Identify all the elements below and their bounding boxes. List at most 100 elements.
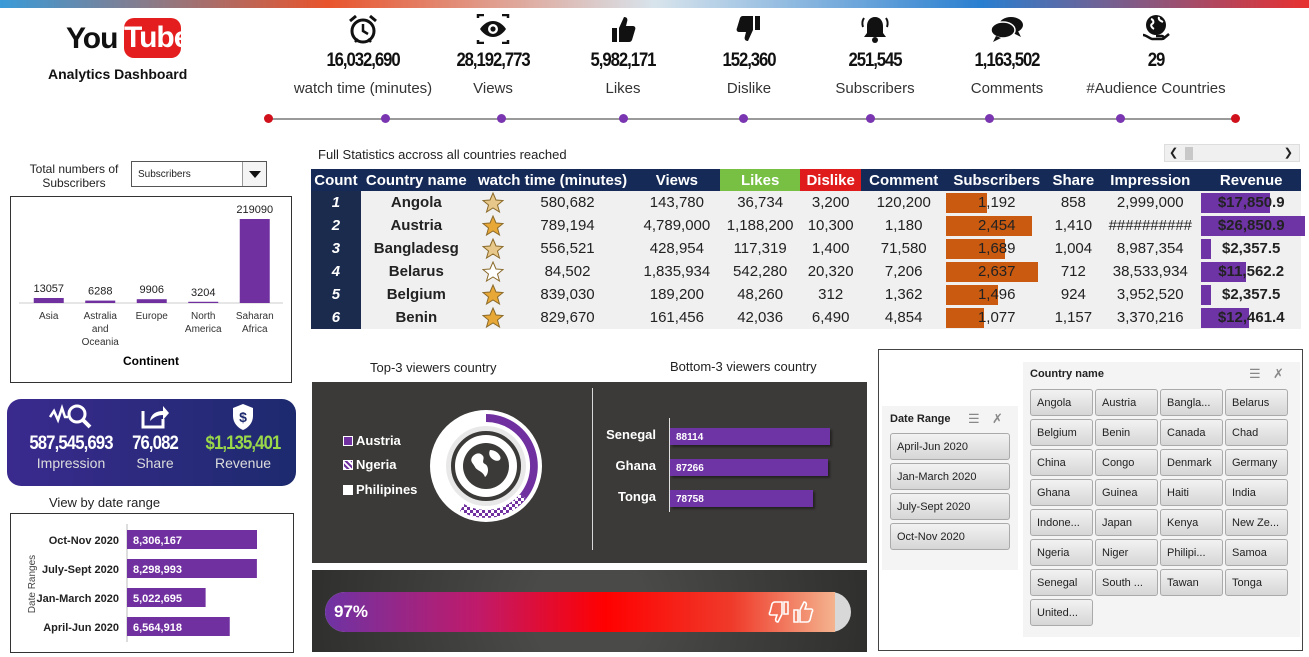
country-slicer-item[interactable]: Senegal: [1030, 569, 1093, 596]
country-slicer-item[interactable]: Ghana: [1030, 479, 1093, 506]
subscribers-bar: [945, 193, 988, 213]
subscribers-dropdown[interactable]: Subscribers: [131, 161, 267, 187]
clear-filter-icon[interactable]: ✗: [1273, 366, 1284, 381]
column-header: Likes: [720, 169, 800, 191]
kpi-dislike: 152,360 Dislike: [674, 12, 824, 97]
subscribers-cell: 1,077: [945, 306, 1048, 329]
count-cell: 6: [311, 306, 361, 329]
kpi-audience-countries: 29 #Audience Countries: [1081, 12, 1231, 97]
country-slicer-item[interactable]: China: [1030, 449, 1093, 476]
scroll-thumb[interactable]: [1185, 147, 1193, 160]
cell-text: 1,689: [977, 240, 1016, 257]
country-slicer-item[interactable]: Kenya: [1160, 509, 1223, 536]
country-slicer-item[interactable]: Japan: [1095, 509, 1158, 536]
country-slicer-item[interactable]: Denmark: [1160, 449, 1223, 476]
table-row[interactable]: 1 Angola 580,682 143,780 36,734 3,200 120,200 1…: [311, 191, 1301, 214]
dislike-cell: 6,490: [799, 306, 862, 329]
cell-text: 1,362: [884, 286, 923, 303]
country-slicer-item[interactable]: Samoa: [1225, 539, 1288, 566]
views-cell: 428,954: [633, 237, 721, 260]
cell-text: 542,280: [733, 263, 788, 280]
country-slicer-item[interactable]: Haiti: [1160, 479, 1223, 506]
country-cell: Bangladesg: [360, 237, 472, 260]
watch-cell: 829,670: [471, 306, 634, 329]
top3-donut-chart: [430, 410, 542, 522]
country-slicer-item[interactable]: Canada: [1160, 419, 1223, 446]
cell-text: $2,357.5: [1222, 240, 1281, 257]
cell-text: Benin: [395, 309, 438, 326]
dislike-cell: 10,300: [799, 214, 862, 237]
country-slicer-item[interactable]: Angola: [1030, 389, 1093, 416]
bar: 87266: [670, 459, 829, 476]
country-slicer-item[interactable]: Tonga: [1225, 569, 1288, 596]
clear-filter-icon[interactable]: ✗: [992, 411, 1003, 426]
revenue-bar: [1201, 216, 1306, 236]
cell-text: 789,194: [540, 217, 595, 234]
svg-text:$: $: [239, 409, 247, 425]
country-slicer-item[interactable]: Indone...: [1030, 509, 1093, 536]
tick-label: Astralia and Oceania: [82, 311, 120, 348]
analytics-magnifier-icon: [21, 403, 121, 429]
cell-text: 1,188,200: [726, 217, 794, 234]
country-slicer-item[interactable]: Benin: [1095, 419, 1158, 446]
scroll-right-icon[interactable]: ❯: [1283, 147, 1293, 159]
youtube-logo: You Tube: [66, 18, 206, 62]
table-header-row: Count Country name watch time (minutes) Vie…: [311, 169, 1301, 191]
country-slicer-item[interactable]: United...: [1030, 599, 1093, 626]
country-slicer-item[interactable]: Belarus: [1225, 389, 1288, 416]
multi-select-icon[interactable]: ☰: [968, 411, 980, 426]
tick-label: Senegal: [606, 427, 656, 442]
cell-text: 556,521: [540, 240, 595, 257]
table-row[interactable]: 6 Benin 829,670 161,456 42,036 6,490 4,854 1,07…: [311, 306, 1301, 329]
likes-ratio-percent: 97%: [334, 602, 369, 621]
chevron-down-icon[interactable]: [242, 162, 266, 186]
country-slicer-item[interactable]: Niger: [1095, 539, 1158, 566]
likes-ratio-fill: [325, 592, 836, 632]
table-row[interactable]: 2 Austria 789,194 4,789,000 1,188,200 10,300 1…: [311, 214, 1306, 237]
country-slicer-item[interactable]: Germany: [1225, 449, 1288, 476]
country-slicer-item[interactable]: Bangla...: [1160, 389, 1223, 416]
cell-text: 712: [1060, 263, 1086, 280]
x-axis-label: Continent: [123, 354, 179, 368]
star-rating-icon: [481, 192, 504, 214]
country-slicer-item[interactable]: Austria: [1095, 389, 1158, 416]
subscribers-bar: [945, 285, 999, 305]
share-arrow-icon: [122, 403, 188, 429]
country-slicer-item[interactable]: South ...: [1095, 569, 1158, 596]
scroll-left-icon[interactable]: ❮: [1169, 147, 1179, 159]
multi-select-icon[interactable]: ☰: [1249, 366, 1261, 381]
globe-hand-icon: [1081, 12, 1231, 46]
country-slicer-item[interactable]: Congo: [1095, 449, 1158, 476]
country-slicer-item[interactable]: Tawan: [1160, 569, 1223, 596]
cell-text: 924: [1060, 286, 1086, 303]
subscribers-cell: 1,496: [945, 283, 1048, 306]
impression-cell: 38,533,934: [1099, 260, 1202, 283]
date-slicer-item[interactable]: Oct-Nov 2020: [890, 523, 1010, 550]
kpi-value: 251,545: [848, 50, 902, 71]
date-slicer-item[interactable]: April-Jun 2020: [890, 433, 1010, 460]
cell-text: Bangladesg: [373, 240, 459, 257]
cell-text: 120,200: [876, 194, 931, 211]
table-row[interactable]: 3 Bangladesg 556,521 428,954 117,319 1,400 71,…: [311, 237, 1301, 260]
table-row[interactable]: 4 Belarus 84,502 1,835,934 542,280 20,320 7,20…: [311, 260, 1301, 283]
country-slicer-item[interactable]: India: [1225, 479, 1288, 506]
table-row[interactable]: 5 Belgium 839,030 189,200 48,260 312 1,362 1,49…: [311, 283, 1301, 306]
country-slicer-item[interactable]: Belgium: [1030, 419, 1093, 446]
date-slicer-item[interactable]: July-Sept 2020: [890, 493, 1010, 520]
timeline-dot: [619, 114, 628, 123]
horizontal-scrollbar[interactable]: ❮ ❯: [1164, 144, 1300, 162]
date-slicer-item[interactable]: Jan-March 2020: [890, 463, 1010, 490]
subscribers-cell: 2,637: [945, 260, 1048, 283]
cell-text: 4: [331, 263, 341, 280]
bar: [239, 219, 270, 303]
watch-cell: 789,194: [471, 214, 634, 237]
bar: [127, 617, 230, 636]
country-slicer-item[interactable]: New Ze...: [1225, 509, 1288, 536]
country-slicer-item[interactable]: Guinea: [1095, 479, 1158, 506]
donut-slice-austria: [486, 414, 538, 499]
country-slicer-item[interactable]: Philipi...: [1160, 539, 1223, 566]
comment-cell: 1,362: [861, 283, 946, 306]
country-slicer-item[interactable]: Ngeria: [1030, 539, 1093, 566]
country-slicer-item[interactable]: Chad: [1225, 419, 1288, 446]
